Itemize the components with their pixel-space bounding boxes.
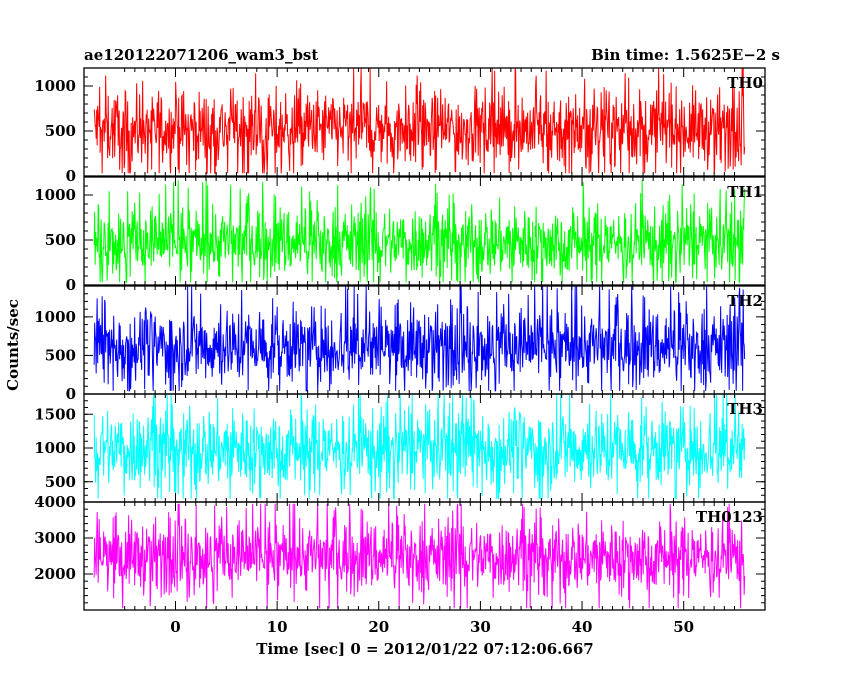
- x-tick-label: 50: [673, 618, 694, 636]
- y-tick-label-th0123: 2000: [34, 565, 76, 583]
- y-tick-label-th0123: 4000: [34, 493, 76, 511]
- series-th1: [93, 179, 746, 283]
- y-tick-label-th2: 1000: [34, 308, 76, 326]
- y-tick-label-th1: 500: [45, 231, 76, 249]
- y-tick-label-th2: 500: [45, 346, 76, 364]
- x-axis-label: Time [sec] 0 = 2012/01/22 07:12:06.667: [256, 640, 593, 658]
- y-tick-label-th3: 1000: [34, 439, 76, 457]
- series-th3: [93, 394, 746, 500]
- series-th0: [93, 68, 746, 174]
- x-tick-label: 10: [267, 618, 288, 636]
- y-tick-label-th3: 500: [45, 473, 76, 491]
- panel-label-th0: TH0: [727, 74, 763, 92]
- x-tick-label: 0: [170, 618, 180, 636]
- y-tick-label-th0: 1000: [34, 77, 76, 95]
- y-tick-label-th0: 0: [66, 167, 76, 185]
- y-tick-label-th0: 500: [45, 122, 76, 140]
- x-tick-label: 30: [470, 618, 491, 636]
- panel-label-th0123: TH0123: [696, 508, 763, 526]
- y-tick-label-th1: 0: [66, 276, 76, 294]
- series-th0123: [93, 503, 746, 609]
- y-tick-label-th3: 1500: [34, 405, 76, 423]
- y-axis-label: Counts/sec: [4, 299, 22, 391]
- x-tick-label: 20: [368, 618, 389, 636]
- bin-time-label: Bin time: 1.5625E−2 s: [591, 46, 780, 64]
- series-th2: [93, 286, 746, 392]
- panel-label-th1: TH1: [727, 183, 763, 201]
- observation-id-title: ae120122071206_wam3_bst: [84, 46, 318, 64]
- y-tick-label-th2: 0: [66, 385, 76, 403]
- panel-frame-th0123: [83, 501, 766, 611]
- x-tick-label: 40: [572, 618, 593, 636]
- y-tick-label-th0123: 3000: [34, 529, 76, 547]
- y-tick-label-th1: 1000: [34, 186, 76, 204]
- panel-label-th3: TH3: [727, 400, 763, 418]
- panel-label-th2: TH2: [727, 292, 763, 310]
